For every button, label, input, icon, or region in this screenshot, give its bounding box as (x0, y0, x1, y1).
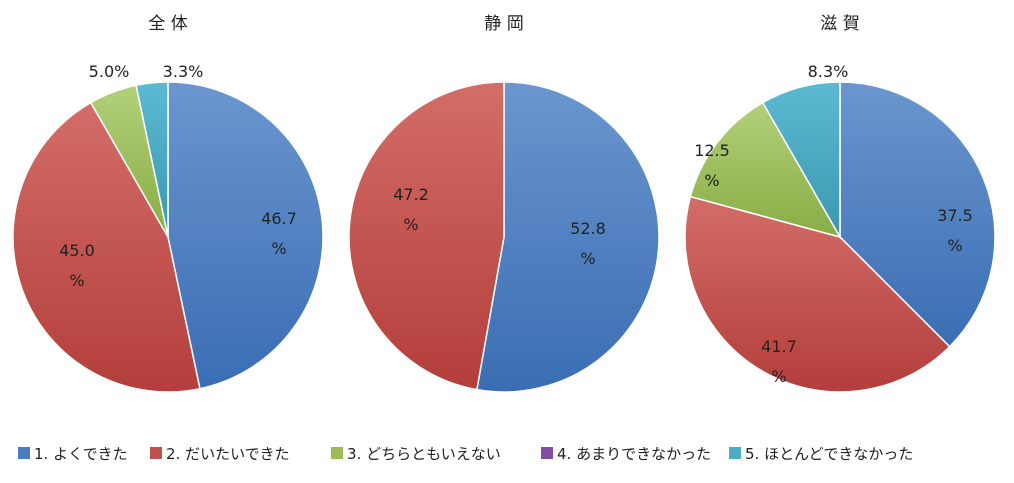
legend-swatch (541, 447, 553, 459)
slice-label: 37.5% (937, 206, 973, 255)
pie-slice (167, 81, 324, 390)
pie-slice (12, 101, 201, 393)
slice-label: 12.5% (694, 141, 730, 190)
slice-label: 46.7% (261, 209, 297, 258)
slice-label: 5.0% (89, 62, 130, 81)
legend-label: 3. どちらともいえない (347, 445, 501, 463)
pie-slice (476, 81, 660, 393)
slice-label: 45.0% (59, 241, 95, 290)
chart-title: 滋 賀 (820, 14, 859, 34)
pie-slice (684, 195, 951, 393)
slice-label: 8.3% (808, 62, 849, 81)
pie-chart-1: 全 体 46.7 % 45.0 % 5.0% 3.3% (12, 14, 324, 393)
pie-slice (135, 81, 169, 238)
legend: 1. よくできた 2. だいたいできた 3. どちらともいえない 4. あまりできなか… (18, 445, 913, 463)
pie-slice (839, 81, 996, 348)
pie-chart-2: 静 岡 52.8 % 47.2% (348, 14, 660, 393)
legend-item: 1. よくできた (18, 445, 128, 463)
slice-label: 41.7% (761, 337, 797, 386)
pie-slice (761, 81, 841, 240)
legend-swatch (150, 447, 162, 459)
chart-title: 静 岡 (484, 14, 523, 34)
slice-label: 47.2% (393, 185, 429, 234)
legend-swatch (729, 447, 741, 459)
legend-item: 4. あまりできなかった (541, 445, 711, 463)
pie-chart-3: 滋 賀 37.5 % 41.7 % 12.5 % 8.3% (684, 14, 996, 393)
slice-label: 3.3% (163, 62, 204, 81)
legend-item: 5. ほとんどできなかった (729, 445, 913, 463)
legend-swatch (18, 447, 30, 459)
legend-item: 2. だいたいできた (150, 445, 290, 463)
legend-item: 3. どちらともいえない (331, 445, 501, 463)
slice-label: 52.8% (570, 219, 606, 268)
pie-slice (348, 81, 505, 391)
legend-label: 1. よくできた (34, 445, 128, 463)
chart-title: 全 体 (148, 14, 187, 34)
legend-label: 2. だいたいできた (166, 445, 290, 463)
legend-label: 5. ほとんどできなかった (745, 445, 913, 463)
legend-swatch (331, 447, 343, 459)
pie-slice (689, 101, 842, 239)
legend-label: 4. あまりできなかった (557, 445, 711, 463)
